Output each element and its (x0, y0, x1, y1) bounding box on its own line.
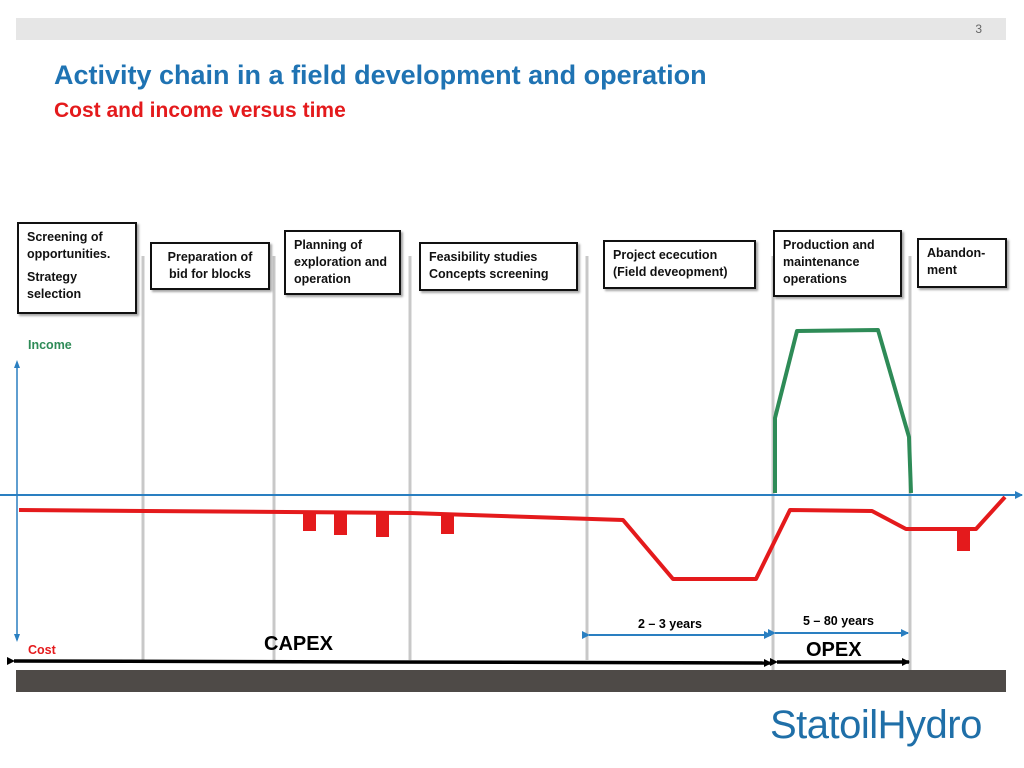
axis-down-arrow (14, 634, 20, 642)
phase-planning-label: Planning of exploration and operation (294, 238, 388, 286)
statoilhydro-logo: StatoilHydro (770, 703, 982, 747)
opex-label: OPEX (806, 639, 862, 661)
phase-screening-line1: Screening of opportunities. (27, 230, 111, 261)
phase-box-abandonment: Abandon-ment (917, 238, 1007, 288)
phase-box-execution: Project ececution (Field deveopment) (603, 240, 756, 289)
phase-box-bid: Preparation of bid for blocks (150, 242, 270, 290)
cost-spike (376, 513, 389, 537)
cost-curve (18, 495, 1007, 581)
execution-duration-label: 2 – 3 years (638, 617, 702, 631)
income-label: Income (28, 338, 72, 352)
page-number: 3 (975, 22, 982, 36)
cost-label: Cost (28, 643, 56, 657)
phase-box-planning: Planning of exploration and operation (284, 230, 401, 295)
phase-bid-label: Preparation of bid for blocks (167, 250, 253, 281)
slide-subtitle: Cost and income versus time (54, 99, 346, 122)
phase-abandonment-label: Abandon-ment (927, 246, 986, 277)
phase-box-feasibility: Feasibility studies Concepts screening (419, 242, 578, 291)
footer-band (16, 670, 1006, 692)
cost-spike (334, 513, 347, 535)
phase-screening-line2: Strategy selection (27, 270, 82, 301)
phase-production-label: Production and maintenance operations (783, 238, 875, 286)
phase-box-production: Production and maintenance operations (773, 230, 902, 297)
cost-spike (303, 513, 316, 531)
axis-up-arrow (14, 360, 20, 368)
phase-execution-label: Project ececution (Field deveopment) (613, 248, 728, 279)
income-curve (773, 328, 913, 494)
phase-box-screening: Screening of opportunities. Strategy sel… (17, 222, 137, 314)
slide-title: Activity chain in a field development an… (54, 60, 707, 90)
capex-label: CAPEX (264, 633, 333, 655)
phase-feasibility-label: Feasibility studies Concepts screening (429, 250, 549, 281)
cost-spike (441, 514, 454, 534)
operation-duration-label: 5 – 80 years (803, 614, 874, 628)
capex-span-arrow (6, 656, 772, 667)
header-band (16, 18, 1006, 40)
cost-spike (957, 529, 970, 551)
